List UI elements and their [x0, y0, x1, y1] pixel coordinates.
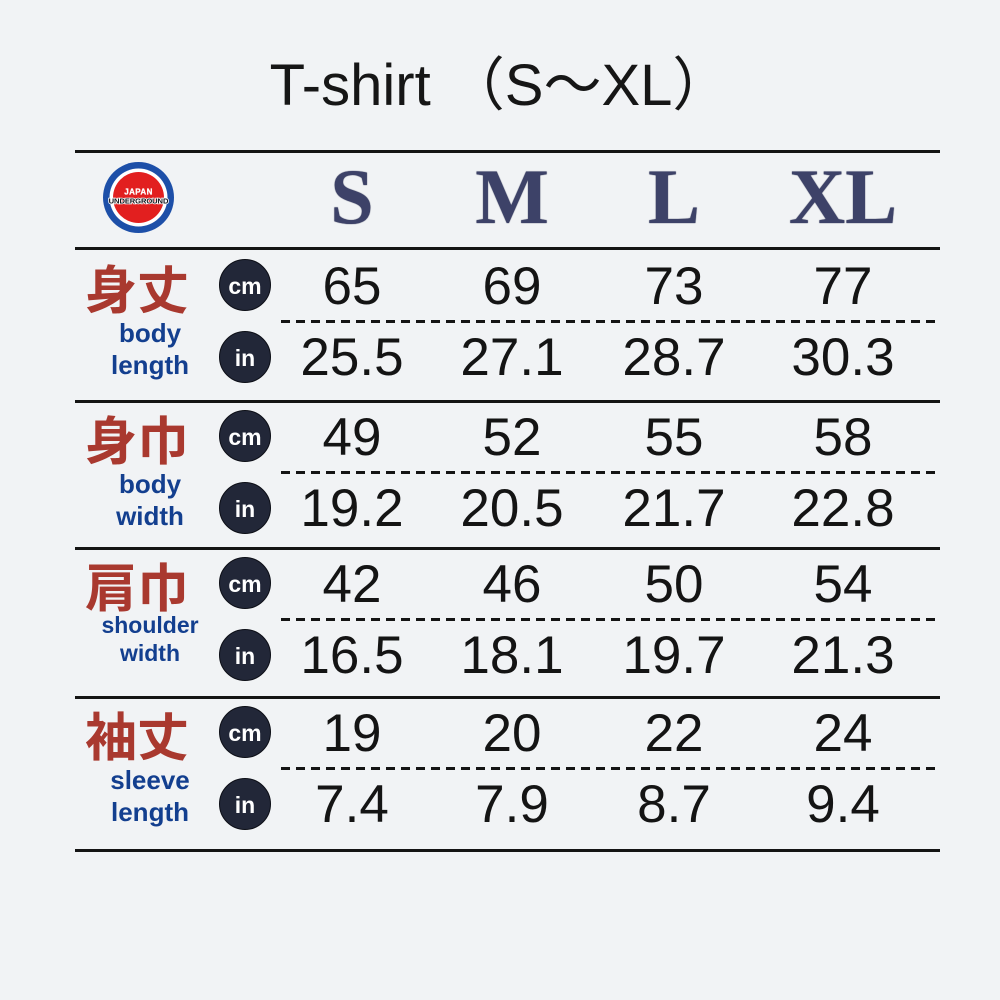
svg-text:JAPAN: JAPAN [124, 188, 153, 197]
svg-text:UNDERGROUND: UNDERGROUND [109, 197, 169, 206]
